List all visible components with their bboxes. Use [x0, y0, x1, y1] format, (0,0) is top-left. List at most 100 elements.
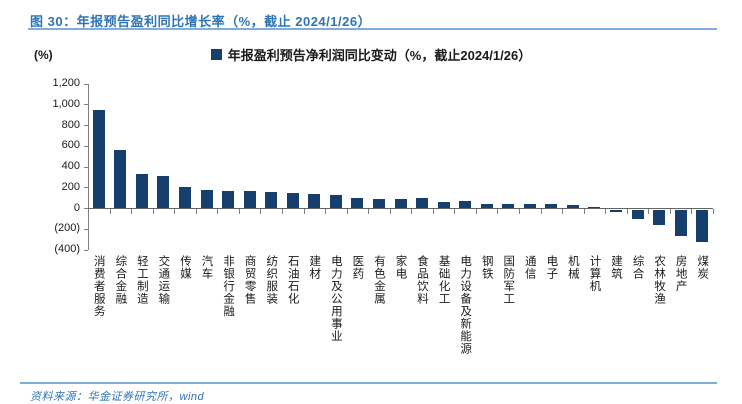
x-category-label: 食品饮料 [416, 255, 429, 305]
x-axis-tick [109, 208, 111, 214]
y-tick-label: 1,000 [52, 97, 80, 110]
y-axis-tick [84, 125, 88, 126]
x-axis-tick [195, 208, 197, 214]
bar [372, 199, 385, 209]
bar [437, 201, 450, 209]
y-axis-tick [84, 249, 88, 251]
bar [222, 190, 235, 209]
y-tick-label: 200 [61, 180, 80, 193]
y-axis-tick [84, 187, 88, 189]
bar [329, 195, 342, 209]
x-axis-tick [217, 208, 219, 214]
x-axis-tick [691, 208, 693, 214]
x-axis-tick [325, 208, 327, 214]
y-tick-label: 1,200 [52, 77, 80, 89]
x-category-label: 轻工制造 [135, 255, 148, 305]
bar [92, 109, 105, 209]
x-axis-tick [713, 208, 714, 214]
x-category-label: 计算机 [588, 255, 601, 293]
bar [502, 204, 515, 209]
y-tick-label: 800 [61, 118, 80, 131]
y-axis-tick [84, 83, 88, 85]
bar [674, 209, 687, 237]
x-category-label: 综合 [631, 255, 644, 280]
x-category-label: 汽车 [200, 255, 213, 280]
x-category-label: 农林牧渔 [653, 255, 666, 305]
bar [178, 186, 191, 209]
x-category-label: 电力及公用事业 [329, 255, 342, 343]
bottom-rule [20, 382, 717, 384]
bar [135, 173, 148, 209]
x-category-label: 综合金融 [114, 255, 127, 305]
bar [480, 203, 493, 209]
x-category-label: 电子 [545, 255, 558, 280]
x-axis-tick [238, 208, 240, 214]
y-tick-label: 600 [61, 139, 80, 152]
y-tick-label: 400 [61, 160, 80, 172]
bar [157, 176, 170, 209]
bar [631, 209, 644, 220]
bar [416, 197, 429, 209]
bar [459, 201, 472, 209]
x-axis-tick [583, 208, 585, 214]
x-category-label: 电力设备及新能源 [459, 255, 472, 355]
bar [243, 191, 256, 209]
bar [588, 206, 601, 209]
x-category-label: 钢铁 [480, 255, 493, 280]
x-axis-tick [411, 208, 413, 214]
y-axis-tick [84, 104, 88, 106]
page-title: 图 30：年报预告盈利同比增长率（%，截止 2024/1/26） [30, 14, 372, 29]
x-axis-tick [131, 208, 133, 214]
legend-swatch-icon [210, 48, 222, 60]
x-axis-tick [475, 208, 477, 214]
x-category-label: 传媒 [178, 255, 191, 280]
x-category-label: 建材 [308, 255, 321, 280]
bar [286, 192, 299, 209]
bar [653, 209, 666, 226]
x-category-label: 消费者服务 [92, 255, 105, 318]
x-axis-tick [540, 208, 542, 214]
y-axis-tick [84, 166, 88, 168]
x-axis-tick [389, 208, 391, 214]
x-category-label: 房地产 [674, 255, 687, 293]
y-axis-unit-label: (%) [34, 48, 53, 62]
y-tick-label: 0 [73, 201, 80, 214]
x-axis-tick [497, 208, 499, 214]
x-category-label: 机械 [566, 255, 579, 280]
bar [394, 198, 407, 209]
x-axis-tick [605, 208, 607, 214]
x-category-label: 有色金属 [372, 255, 385, 305]
x-axis-tick [88, 208, 89, 214]
title-underline [28, 28, 717, 30]
bar [610, 209, 623, 212]
bar [265, 192, 278, 209]
legend-label: 年报盈利预告净利润同比变动（%，截止2024/1/26） [227, 47, 532, 63]
x-category-label: 基础化工 [437, 255, 450, 305]
x-category-label: 商贸零售 [243, 255, 256, 305]
x-axis-tick [454, 208, 456, 214]
x-axis-tick [519, 208, 521, 214]
x-axis-tick [303, 208, 305, 214]
x-axis-tick [260, 208, 262, 214]
chart-legend: 年报盈利预告净利润同比变动（%，截止2024/1/26） [0, 45, 742, 63]
x-axis-tick [648, 208, 650, 214]
x-category-label: 医药 [351, 255, 364, 280]
x-category-label: 家电 [394, 255, 407, 280]
x-category-label: 石油石化 [286, 255, 299, 305]
x-category-label: 煤炭 [696, 255, 709, 280]
x-axis-tick [152, 208, 154, 214]
x-category-label: 建筑 [610, 255, 623, 280]
x-axis-tick [368, 208, 370, 214]
x-category-label: 交通运输 [157, 255, 170, 305]
y-axis-tick [84, 145, 88, 147]
y-axis-tick [84, 208, 88, 209]
y-tick-label: (400) [54, 243, 80, 255]
bar [545, 203, 558, 209]
x-axis-tick [669, 208, 671, 214]
bar [523, 203, 536, 209]
x-axis-tick [432, 208, 434, 214]
x-category-label: 通信 [523, 255, 536, 280]
y-tick-label: (200) [54, 222, 80, 235]
bar [200, 189, 213, 209]
